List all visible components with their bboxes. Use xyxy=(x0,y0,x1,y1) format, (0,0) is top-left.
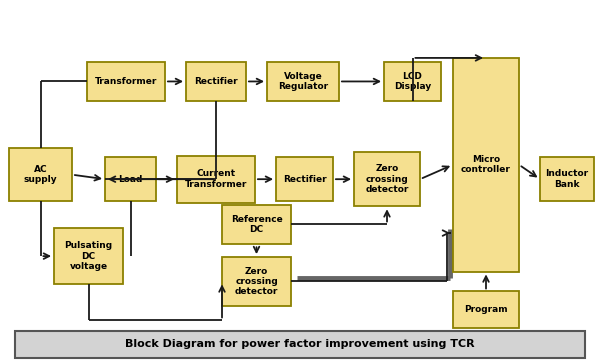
Text: Load: Load xyxy=(118,175,143,184)
FancyBboxPatch shape xyxy=(453,291,519,328)
FancyBboxPatch shape xyxy=(222,257,291,306)
Text: Transformer: Transformer xyxy=(95,77,157,86)
FancyBboxPatch shape xyxy=(15,331,585,358)
Text: Reference
DC: Reference DC xyxy=(230,215,283,234)
FancyBboxPatch shape xyxy=(105,157,156,201)
Text: LCD
Display: LCD Display xyxy=(394,72,431,91)
FancyBboxPatch shape xyxy=(384,62,441,101)
FancyBboxPatch shape xyxy=(276,157,333,201)
FancyBboxPatch shape xyxy=(177,156,255,203)
Text: Zero
crossing
detector: Zero crossing detector xyxy=(235,266,278,296)
FancyBboxPatch shape xyxy=(186,62,246,101)
Text: AC
supply: AC supply xyxy=(23,165,58,184)
FancyBboxPatch shape xyxy=(87,62,165,101)
FancyBboxPatch shape xyxy=(9,148,72,201)
Text: Voltage
Regulator: Voltage Regulator xyxy=(278,72,328,91)
Text: Zero
crossing
detector: Zero crossing detector xyxy=(365,164,409,194)
Text: Current
Transformer: Current Transformer xyxy=(185,169,247,189)
Text: Rectifier: Rectifier xyxy=(194,77,238,86)
Text: Inductor
Bank: Inductor Bank xyxy=(545,169,589,189)
Text: Pulsating
DC
voltage: Pulsating DC voltage xyxy=(64,241,113,271)
FancyBboxPatch shape xyxy=(267,62,339,101)
FancyBboxPatch shape xyxy=(540,157,594,201)
Text: Micro
controller: Micro controller xyxy=(461,155,511,174)
FancyBboxPatch shape xyxy=(54,228,123,284)
Text: Block Diagram for power factor improvement using TCR: Block Diagram for power factor improveme… xyxy=(125,339,475,349)
FancyBboxPatch shape xyxy=(354,152,420,206)
FancyBboxPatch shape xyxy=(222,205,291,244)
FancyBboxPatch shape xyxy=(453,58,519,272)
Text: Rectifier: Rectifier xyxy=(283,175,326,184)
Text: Program: Program xyxy=(464,305,508,314)
